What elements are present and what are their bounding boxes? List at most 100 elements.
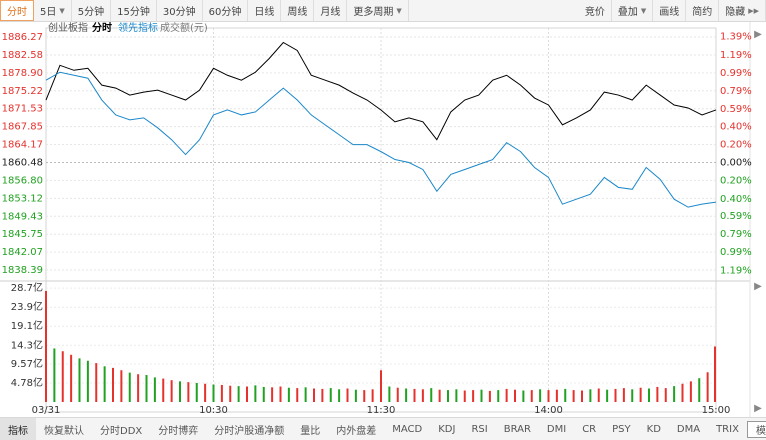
tab[interactable]: 30分钟 xyxy=(157,0,203,21)
volume-bar xyxy=(698,378,701,402)
tab[interactable]: 画线 xyxy=(653,0,687,21)
bottom-tab[interactable]: CR xyxy=(582,423,597,435)
y2-tick-label: 1.19% xyxy=(720,265,752,276)
tab[interactable]: 周线 xyxy=(281,0,315,21)
legend-series: 分时 xyxy=(92,22,112,34)
tab[interactable]: 60分钟 xyxy=(203,0,249,21)
volume-bar xyxy=(61,351,64,402)
tab[interactable]: 更多周期 ▼ xyxy=(347,0,409,21)
y2-tick-label: 0.40% xyxy=(720,194,752,205)
volume-bar xyxy=(530,390,533,402)
tab[interactable]: 15分钟 xyxy=(111,0,157,21)
tab[interactable]: 5日 ▼ xyxy=(34,0,72,21)
volume-bar xyxy=(581,390,583,402)
volume-bar xyxy=(480,389,483,402)
tab[interactable]: 隐藏 ▶▶ xyxy=(719,0,766,21)
volume-bar xyxy=(346,388,349,402)
bottom-tab[interactable]: KDJ xyxy=(438,423,456,435)
tab-label: 30分钟 xyxy=(162,7,196,18)
volume-bar xyxy=(505,388,508,402)
bottom-tab[interactable]: 分时DDX xyxy=(100,425,143,437)
volume-bar xyxy=(162,378,165,402)
bottom-tab[interactable]: BRAR xyxy=(503,423,531,435)
volume-bar xyxy=(187,382,190,402)
y-tick-label: 19.1亿 xyxy=(11,319,43,332)
volume-bar xyxy=(614,388,617,402)
y-tick-label: 1886.27 xyxy=(2,32,43,43)
y-tick-label: 1871.53 xyxy=(2,104,43,115)
y-tick-label: 1845.75 xyxy=(2,229,43,240)
y2-tick-label: 0.99% xyxy=(720,68,752,79)
tab[interactable]: 叠加 ▼ xyxy=(612,0,654,21)
x-tick-label: 10:30 xyxy=(199,405,228,416)
tab[interactable]: 分时 xyxy=(0,0,34,21)
volume-bar xyxy=(689,381,692,402)
bottom-tab[interactable]: 恢复默认 xyxy=(44,425,84,437)
volume-bar xyxy=(648,388,650,402)
tab-label: 隐藏 xyxy=(725,7,746,18)
volume-bar xyxy=(622,388,625,402)
y2-tick-label: 1.39% xyxy=(720,32,752,43)
volume-bar xyxy=(212,384,215,402)
volume-bar xyxy=(455,389,458,402)
bottom-tab[interactable]: DMI xyxy=(546,423,567,435)
bottom-tab[interactable]: MACD xyxy=(392,423,423,435)
volume-bar xyxy=(112,367,114,402)
legend-title: 创业板指 xyxy=(48,22,88,34)
volume-bar xyxy=(706,372,709,402)
legend-series: 领先指标 xyxy=(118,22,158,34)
volume-bar xyxy=(237,386,240,402)
tab[interactable]: 月线 xyxy=(314,0,348,21)
tab-label: 叠加 xyxy=(617,7,638,18)
volume-bar xyxy=(555,389,558,402)
volume-bar xyxy=(153,377,156,402)
volume-bar xyxy=(606,389,609,402)
toolbar-left: 分时 5日 ▼ 5分钟 15分钟 30分钟 60分钟 日线 周线 月线 更多周期 ▼ xyxy=(0,0,409,21)
volume-bar xyxy=(681,383,684,402)
bottom-tab[interactable]: TRIX xyxy=(716,423,739,435)
bottom-tab[interactable]: RSI xyxy=(471,423,488,435)
scroll-arrow[interactable]: ▶ xyxy=(754,403,762,414)
volume-bar xyxy=(405,388,408,402)
y-tick-label: 1853.12 xyxy=(2,193,43,204)
volume-bar xyxy=(547,390,550,402)
volume-bar xyxy=(179,381,181,402)
y-tick-label: 1856.80 xyxy=(2,175,43,186)
bottom-tab[interactable]: 分时沪股通净额 xyxy=(214,425,285,437)
volume-bar xyxy=(463,390,466,402)
y-tick-label: 14.3亿 xyxy=(11,338,43,351)
x-tick-label: 15:00 xyxy=(702,405,731,416)
bottom-tab[interactable]: 指标 xyxy=(0,418,36,440)
y2-tick-label: 0.79% xyxy=(720,86,752,97)
scroll-arrow[interactable]: ▶ xyxy=(754,281,762,292)
tab[interactable]: 5分钟 xyxy=(72,0,112,21)
bottom-tab[interactable]: PSY xyxy=(612,423,631,435)
volume-bar xyxy=(380,370,382,402)
volume-bar xyxy=(170,380,173,402)
volume-bar xyxy=(53,348,56,402)
y-tick-label: 1867.85 xyxy=(2,122,43,133)
tab[interactable]: 简约 xyxy=(686,0,720,21)
volume-bar xyxy=(95,363,98,402)
bottom-tab[interactable]: KD xyxy=(646,423,661,435)
volume-bar xyxy=(714,346,716,402)
tab-label: 5分钟 xyxy=(77,7,105,18)
bottom-tab[interactable]: DMA xyxy=(676,423,701,435)
volume-bar xyxy=(522,390,525,402)
volume-bar xyxy=(313,388,315,402)
tab[interactable]: 日线 xyxy=(248,0,282,21)
bottom-tab[interactable]: 分时博弈 xyxy=(158,425,199,437)
bottom-tab[interactable]: 模板 xyxy=(746,420,766,438)
bottom-tab[interactable]: 量比 xyxy=(300,425,321,437)
volume-bar xyxy=(329,388,332,402)
volume-bar xyxy=(254,385,257,402)
y2-tick-label: 0.99% xyxy=(720,247,752,258)
y-tick-label: 1875.22 xyxy=(2,86,43,97)
scroll-arrow[interactable]: ▶ xyxy=(754,29,762,40)
volume-bar xyxy=(447,390,449,402)
bottom-tab[interactable]: 内外盘差 xyxy=(336,425,377,437)
tab[interactable]: 竞价 xyxy=(579,0,612,21)
volume-bar xyxy=(564,388,567,402)
y-tick-label: 1838.39 xyxy=(2,265,43,276)
